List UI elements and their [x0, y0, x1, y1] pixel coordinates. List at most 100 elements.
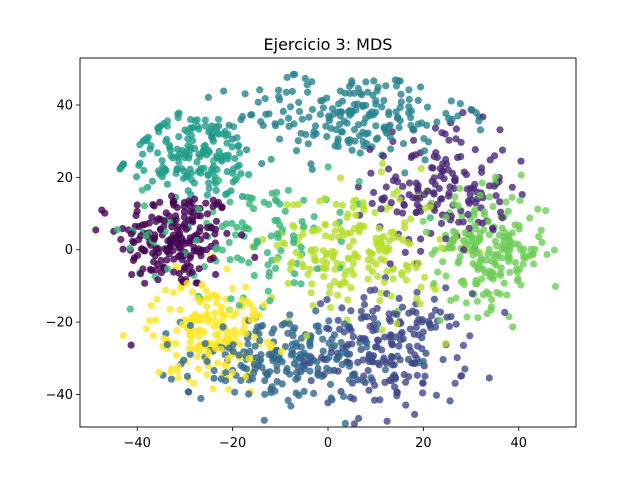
- data-point-cluster-3: [231, 388, 239, 396]
- data-point-cluster-5: [224, 151, 232, 159]
- data-point-cluster-3: [325, 339, 333, 347]
- data-point-cluster-7: [489, 275, 497, 283]
- data-point-cluster-1: [429, 164, 437, 172]
- data-point-cluster-0: [170, 268, 178, 276]
- data-point-cluster-1: [464, 197, 472, 205]
- data-point-cluster-8: [416, 300, 424, 308]
- data-point-cluster-0: [180, 220, 189, 228]
- data-point-cluster-9: [186, 338, 194, 346]
- data-point-cluster-9: [193, 353, 201, 361]
- data-point-cluster-0: [188, 268, 196, 276]
- data-point-cluster-1: [478, 168, 486, 176]
- data-point-cluster-9: [153, 295, 161, 303]
- data-point-cluster-7: [450, 200, 458, 208]
- data-point-cluster-3: [325, 353, 333, 361]
- data-point-cluster-1: [405, 191, 413, 199]
- data-point-cluster-3: [286, 370, 294, 378]
- data-point-cluster-0: [172, 212, 180, 220]
- x-tick-label: −40: [124, 436, 151, 451]
- data-point-cluster-1: [370, 188, 378, 197]
- data-point-cluster-4: [291, 70, 299, 78]
- data-point-cluster-7: [535, 232, 543, 241]
- y-tick-label: 0: [65, 243, 73, 258]
- data-point-cluster-6: [250, 205, 258, 213]
- data-point-cluster-8: [401, 224, 409, 232]
- data-point-cluster-0: [138, 221, 146, 229]
- data-point-cluster-3: [325, 317, 333, 325]
- data-point-cluster-6: [300, 222, 308, 231]
- data-point-cluster-4: [337, 128, 346, 136]
- x-tick-label: 0: [324, 436, 332, 451]
- data-point-cluster-1: [437, 219, 446, 227]
- data-point-cluster-3: [197, 394, 205, 403]
- data-point-cluster-4: [476, 126, 485, 134]
- data-point-cluster-1: [460, 246, 468, 254]
- data-point-cluster-1: [382, 183, 390, 191]
- data-point-cluster-0: [139, 265, 147, 273]
- data-point-cluster-9: [249, 305, 257, 313]
- data-point-cluster-6: [222, 220, 230, 228]
- data-point-cluster-5: [236, 149, 244, 157]
- x-axis: −40 −20 0 20 40: [124, 427, 527, 451]
- data-point-cluster-6: [291, 270, 299, 278]
- data-point-cluster-8: [259, 235, 267, 243]
- data-point-cluster-4: [247, 111, 255, 119]
- data-point-cluster-5: [233, 162, 242, 171]
- data-point-cluster-8: [442, 339, 450, 348]
- data-point-cluster-7: [478, 275, 486, 283]
- data-point-cluster-4: [295, 98, 303, 106]
- data-point-cluster-4: [380, 124, 388, 132]
- data-point-cluster-3: [256, 336, 264, 344]
- data-point-cluster-1: [379, 152, 388, 160]
- data-point-cluster-0: [92, 226, 100, 234]
- data-point-cluster-6: [426, 214, 434, 222]
- data-point-cluster-2: [393, 310, 401, 319]
- data-point-cluster-4: [364, 129, 372, 137]
- data-point-cluster-3: [381, 366, 389, 374]
- data-point-cluster-2: [414, 331, 423, 339]
- data-point-cluster-0: [180, 213, 188, 221]
- data-point-cluster-4: [262, 110, 270, 118]
- data-point-cluster-3: [237, 376, 245, 385]
- data-point-cluster-3: [319, 335, 327, 343]
- data-point-cluster-8: [377, 289, 385, 297]
- data-point-cluster-2: [453, 354, 461, 362]
- data-point-cluster-0: [167, 235, 175, 243]
- data-point-cluster-4: [327, 124, 335, 132]
- data-point-cluster-2: [368, 376, 376, 384]
- data-point-cluster-9: [194, 365, 203, 373]
- data-point-cluster-6: [232, 231, 240, 239]
- data-point-cluster-3: [210, 374, 218, 382]
- data-point-cluster-5: [160, 120, 168, 128]
- data-point-cluster-3: [338, 349, 346, 357]
- data-point-cluster-2: [398, 303, 407, 311]
- data-point-cluster-2: [366, 286, 374, 295]
- data-point-cluster-1: [457, 138, 465, 146]
- data-point-cluster-4: [382, 82, 390, 90]
- data-point-cluster-7: [498, 245, 506, 253]
- data-point-cluster-0: [238, 231, 246, 239]
- data-point-cluster-7: [468, 247, 476, 255]
- data-point-cluster-5: [193, 158, 201, 166]
- data-point-cluster-0: [152, 266, 160, 274]
- data-point-cluster-6: [297, 243, 305, 252]
- data-point-cluster-4: [225, 121, 233, 129]
- data-point-cluster-5: [154, 149, 162, 157]
- data-point-cluster-5: [139, 150, 147, 158]
- data-point-cluster-4: [448, 115, 456, 123]
- data-point-cluster-2: [307, 377, 315, 385]
- data-point-cluster-7: [500, 279, 508, 287]
- data-point-cluster-8: [338, 201, 347, 209]
- data-point-cluster-0: [212, 217, 220, 225]
- data-point-cluster-2: [402, 401, 410, 409]
- data-point-cluster-4: [372, 135, 380, 143]
- data-point-cluster-3: [314, 371, 322, 379]
- data-point-cluster-7: [422, 228, 430, 236]
- data-point-cluster-0: [203, 224, 212, 232]
- data-point-cluster-2: [501, 308, 509, 316]
- data-point-cluster-7: [471, 234, 479, 243]
- data-point-cluster-3: [319, 347, 327, 355]
- data-point-cluster-8: [309, 301, 317, 310]
- data-point-cluster-2: [461, 365, 469, 373]
- data-point-cluster-9: [203, 302, 211, 310]
